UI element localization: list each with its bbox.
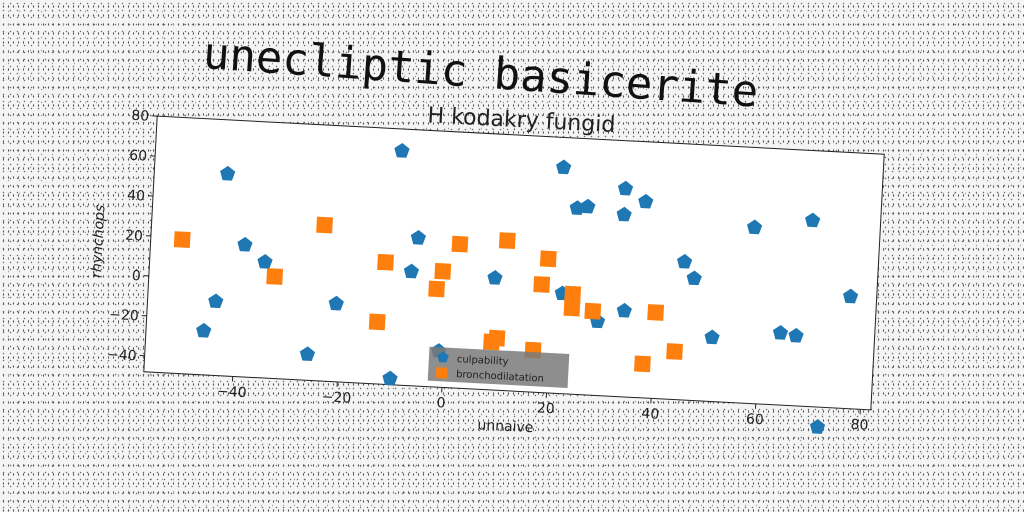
- legend-marker-bronchodilatation: [435, 367, 448, 379]
- point-culpability-24: [704, 329, 720, 345]
- point-culpability-19: [638, 193, 654, 209]
- x-tick-label: −40: [217, 384, 247, 402]
- x-axis-ticks: −40 −20 0 20 40 60 80: [217, 376, 869, 434]
- point-culpability-1: [237, 236, 253, 252]
- point-culpability-20: [616, 302, 632, 318]
- point-bronchodilatation-6: [434, 262, 452, 280]
- legend-marker-culpability: [437, 351, 449, 363]
- x-tick-label: 60: [746, 411, 765, 428]
- point-bronchodilatation-3: [377, 253, 394, 271]
- point-bronchodilatation-10: [483, 333, 500, 351]
- point-culpability-18: [616, 206, 632, 222]
- point-culpability-8: [410, 229, 426, 245]
- legend-label-culpability: culpability: [457, 354, 509, 368]
- point-bronchodilatation-8: [498, 232, 516, 250]
- point-culpability-22: [677, 253, 693, 269]
- point-culpability-16: [580, 198, 596, 214]
- point-bronchodilatation-0: [173, 231, 191, 249]
- y-tick-label: −40: [107, 347, 137, 365]
- point-culpability-4: [196, 322, 212, 338]
- y-axis-label: rhynchops: [89, 204, 109, 278]
- point-culpability-13: [556, 159, 572, 175]
- point-culpability-26: [772, 325, 789, 340]
- y-axis-ticks: −40 −20 0 20 40 60 80: [107, 108, 158, 365]
- y-tick-label: 60: [129, 148, 148, 165]
- x-tick-label: 0: [436, 395, 446, 411]
- point-culpability-2: [257, 253, 273, 269]
- point-culpability-7: [394, 142, 410, 158]
- point-culpability-5: [299, 346, 316, 362]
- legend-label-bronchodilatation: bronchodilatation: [456, 369, 544, 385]
- point-culpability-28: [805, 212, 821, 228]
- y-tick-label: −20: [109, 307, 139, 325]
- point-bronchodilatation-18: [634, 355, 651, 373]
- point-culpability-29: [809, 419, 826, 434]
- y-tick-label: 0: [131, 268, 141, 284]
- point-bronchodilatation-11: [539, 250, 557, 268]
- point-bronchodilatation-19: [666, 343, 683, 360]
- point-culpability-9: [403, 263, 420, 279]
- plot-frame: [143, 115, 885, 411]
- legend: culpability bronchodilatation: [427, 346, 570, 388]
- x-tick-label: −20: [321, 389, 351, 407]
- point-bronchodilatation-1: [266, 268, 284, 285]
- x-tick-label: 40: [641, 406, 660, 423]
- y-tick-label: 40: [127, 188, 146, 205]
- point-bronchodilatation-16: [584, 302, 602, 320]
- point-culpability-3: [208, 293, 224, 309]
- point-culpability-25: [747, 219, 763, 235]
- point-bronchodilatation-4: [368, 313, 386, 331]
- point-culpability-0: [220, 165, 236, 181]
- point-bronchodilatation-12: [533, 276, 551, 293]
- point-bronchodilatation-17: [647, 304, 665, 321]
- point-culpability-30: [843, 288, 859, 304]
- point-culpability-27: [788, 327, 804, 343]
- point-bronchodilatation-5: [451, 235, 469, 253]
- point-bronchodilatation-7: [428, 280, 445, 298]
- y-tick-label: 20: [125, 228, 144, 245]
- point-culpability-17: [617, 180, 634, 196]
- x-tick-label: 20: [536, 400, 555, 417]
- point-culpability-10: [382, 370, 398, 386]
- point-culpability-6: [328, 295, 344, 311]
- legend-box: [427, 346, 570, 388]
- x-axis-label: unnaive: [477, 417, 534, 436]
- point-bronchodilatation-15: [563, 299, 581, 317]
- x-tick-label: 80: [850, 417, 869, 434]
- y-tick-label: 80: [131, 108, 150, 125]
- point-culpability-12: [487, 270, 503, 285]
- point-culpability-23: [686, 270, 702, 286]
- point-bronchodilatation-2: [316, 216, 333, 234]
- point-bronchodilatation-14: [564, 285, 582, 303]
